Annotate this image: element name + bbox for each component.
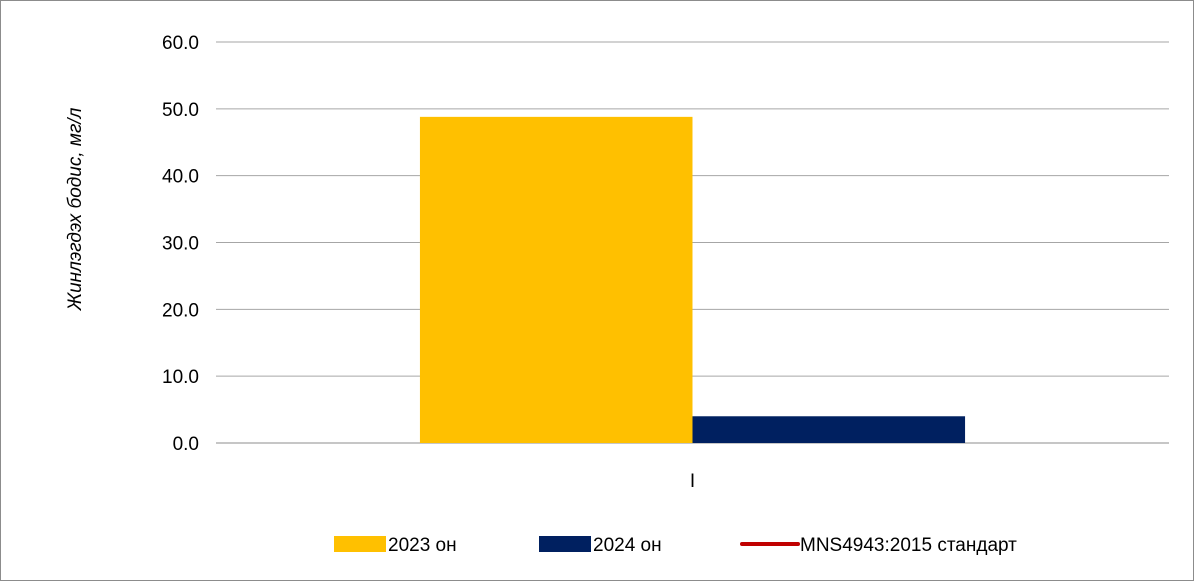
legend-mns4943-label: MNS4943:2015 стандарт: [800, 535, 1017, 556]
legend: 2023 он 2024 он MNS4943:2015 стандарт: [334, 535, 1017, 556]
y-tick-label: 40.0: [162, 167, 199, 188]
y-axis-label: Жинлэгдэх бодис, мг/л: [65, 107, 86, 311]
x-tick-labels: I: [690, 471, 695, 492]
y-tick-labels: 0.0 10.0 20.0 30.0 40.0 50.0 60.0: [162, 33, 199, 455]
y-tick-label: 0.0: [173, 434, 199, 455]
legend-2024-swatch: [539, 536, 591, 552]
x-tick-label: I: [690, 471, 695, 492]
y-tick-label: 50.0: [162, 100, 199, 121]
legend-2023-swatch: [334, 536, 386, 552]
y-tick-label: 60.0: [162, 33, 199, 54]
bar-2024: [692, 416, 966, 443]
y-tick-label: 10.0: [162, 367, 199, 388]
bar-2023: [419, 116, 693, 443]
y-tick-label: 20.0: [162, 300, 199, 321]
legend-2024-label: 2024 он: [593, 535, 662, 556]
y-tick-label: 30.0: [162, 234, 199, 255]
legend-2023-label: 2023 он: [388, 535, 457, 556]
bars: [419, 116, 966, 443]
